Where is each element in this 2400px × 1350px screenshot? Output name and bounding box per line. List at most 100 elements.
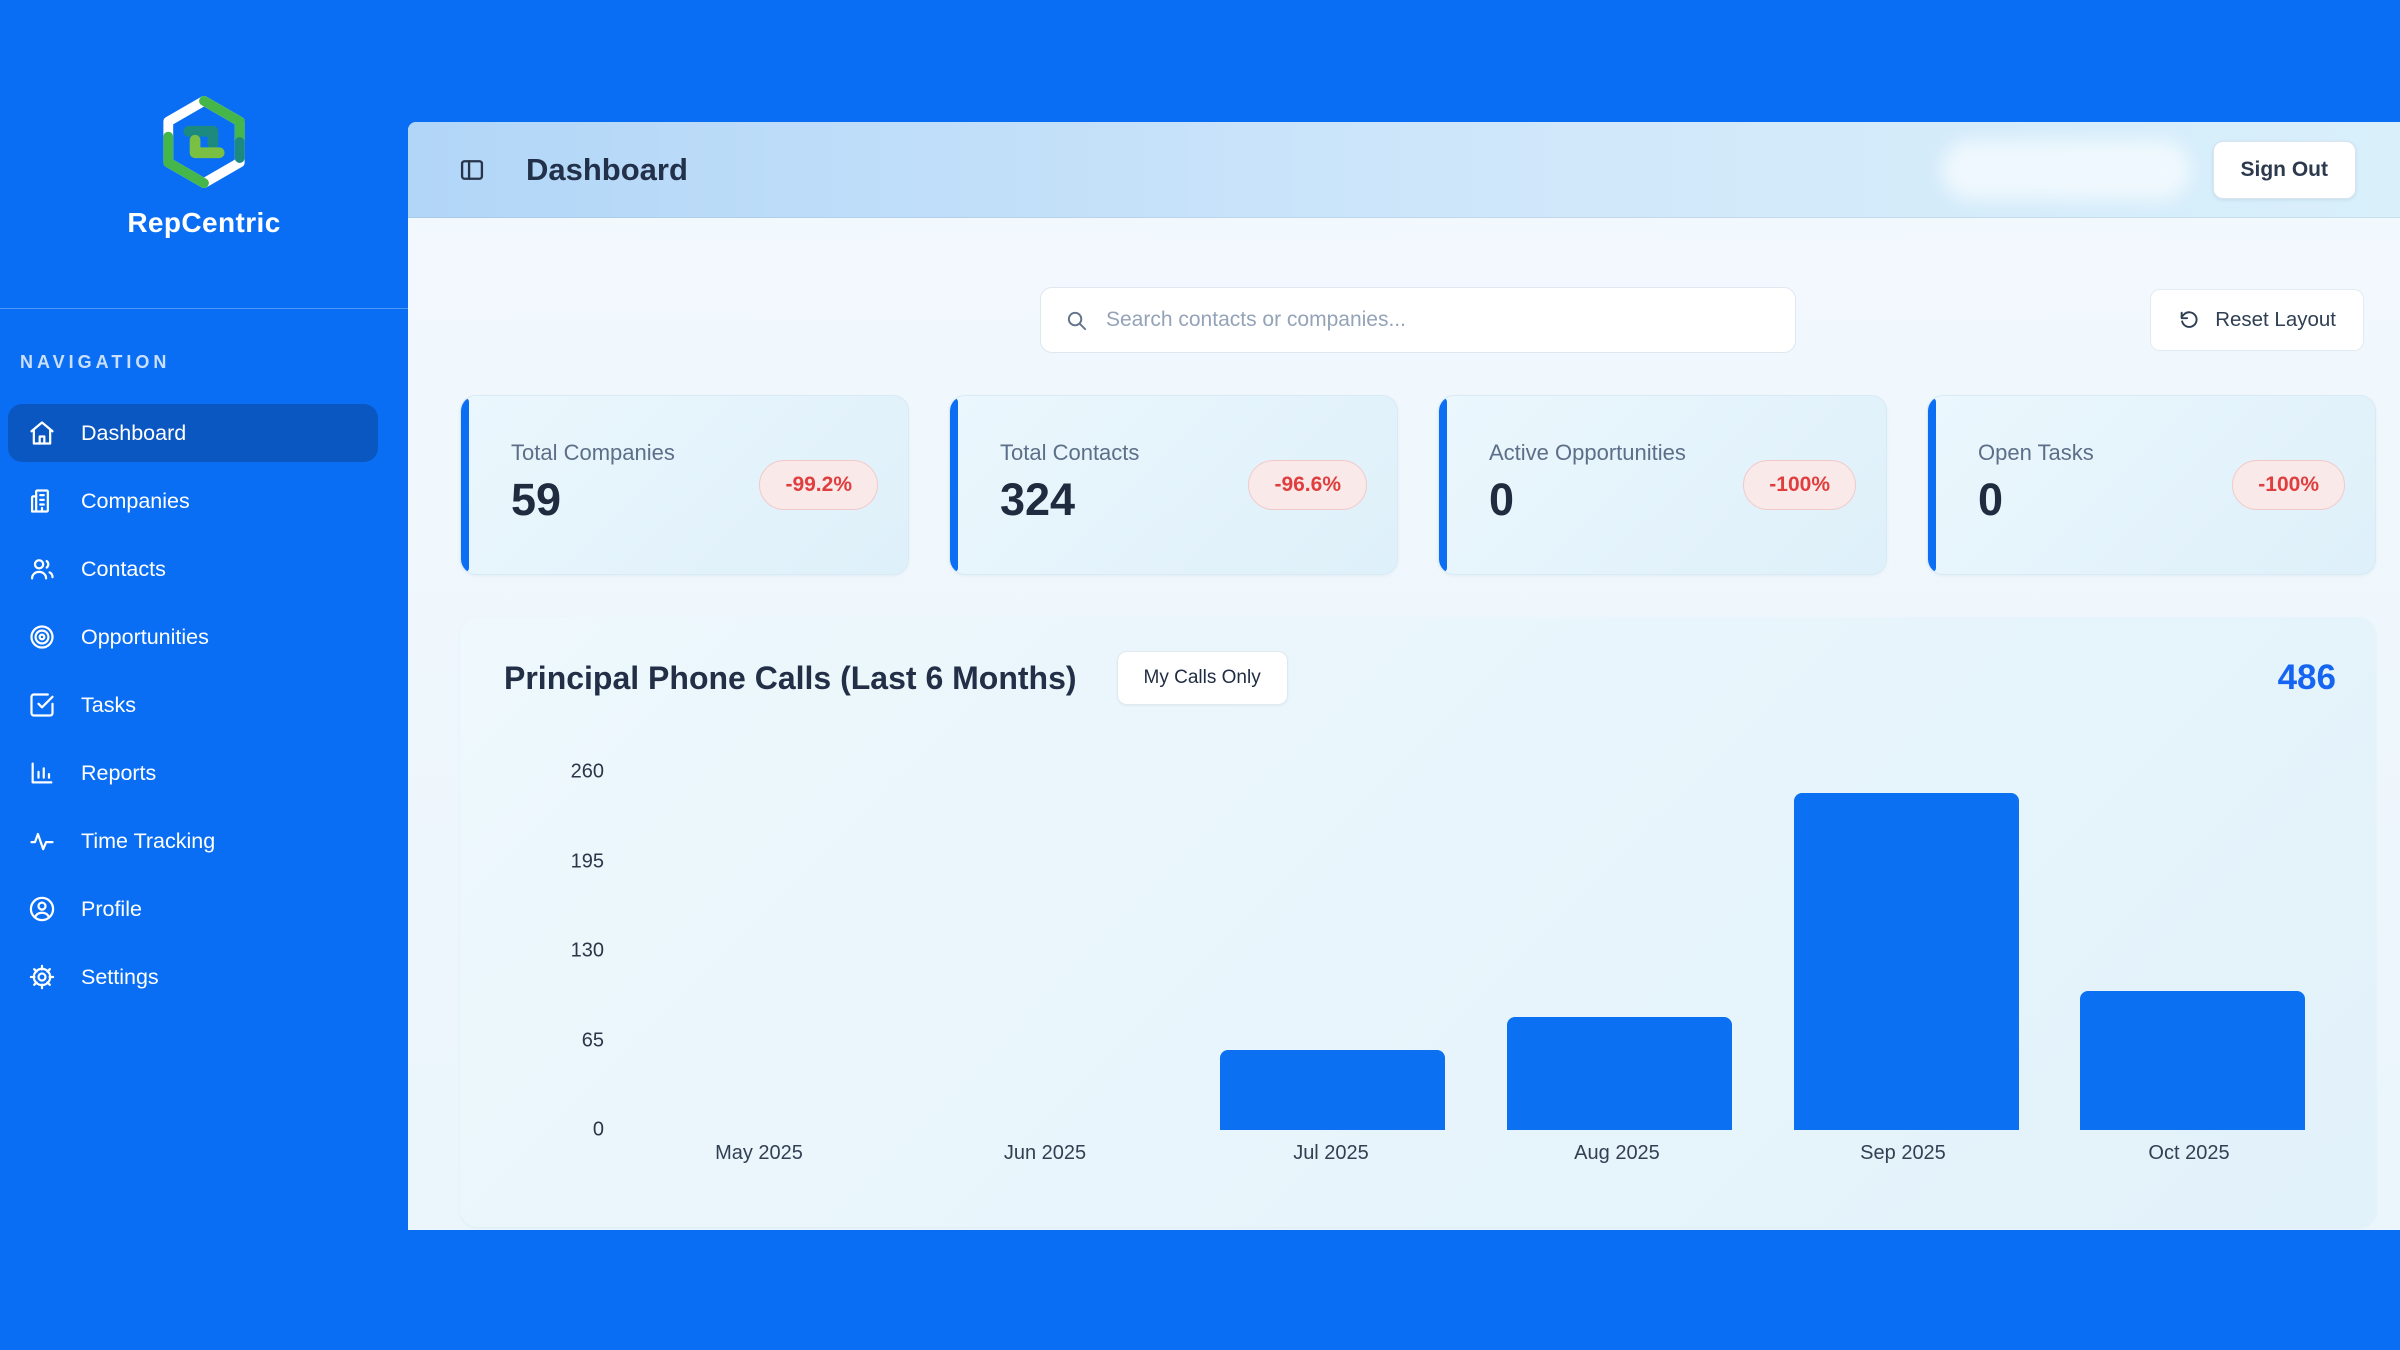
nav-section-label: NAVIGATION (20, 352, 171, 372)
y-tick-label: 260 (570, 760, 604, 783)
panel-body: Reset Layout Total Companies 59 -99.2% T… (408, 218, 2400, 1230)
stat-change-badge: -96.6% (1248, 460, 1367, 510)
sidebar-item-opportunities[interactable]: Opportunities (8, 608, 378, 666)
sidebar-item-label: Companies (81, 488, 190, 513)
stat-card-active-opportunities[interactable]: Active Opportunities 0 -100% (1438, 395, 1887, 575)
my-calls-only-button[interactable]: My Calls Only (1116, 651, 1288, 705)
rotate-ccw-icon (2180, 311, 2198, 328)
sidebar-item-label: Time Tracking (81, 828, 216, 853)
chart-bars (616, 772, 2336, 1130)
home-icon (28, 419, 56, 447)
stat-accent-bar (1439, 398, 1447, 572)
sidebar-divider (0, 308, 408, 309)
chart-header: Principal Phone Calls (Last 6 Months) My… (460, 617, 2376, 705)
stat-card-open-tasks[interactable]: Open Tasks 0 -100% (1927, 395, 2376, 575)
stat-accent-bar (950, 398, 958, 572)
y-tick-label: 0 (592, 1118, 604, 1141)
users-icon (28, 555, 56, 583)
building-icon (28, 487, 56, 515)
sidebar-item-reports[interactable]: Reports (8, 744, 378, 802)
search-input[interactable] (1106, 308, 1771, 332)
bar-chart-icon (28, 759, 56, 787)
sidebar-item-label: Settings (81, 964, 159, 989)
brand-logo: RepCentric (0, 0, 408, 239)
stat-change-badge: -100% (2232, 460, 2345, 510)
chart-title: Principal Phone Calls (Last 6 Months) (504, 659, 1077, 696)
sidebar-item-label: Opportunities (81, 624, 209, 649)
bar-sep-2025[interactable] (1793, 792, 2019, 1130)
sidebar-item-label: Tasks (81, 692, 136, 717)
stat-change-badge: -99.2% (759, 460, 878, 510)
sidebar-item-label: Reports (81, 760, 157, 785)
search-icon (1067, 311, 1087, 330)
bar-slot (2049, 772, 2336, 1130)
reset-layout-button[interactable]: Reset Layout (2150, 289, 2364, 351)
sidebar-item-label: Dashboard (81, 420, 187, 445)
bar-slot (1189, 772, 1476, 1130)
sidebar-item-dashboard[interactable]: Dashboard (8, 404, 378, 462)
chart-plot: 0 65 130 195 260 (504, 761, 2336, 1141)
chart-total-value: 486 (2277, 658, 2336, 697)
gear-icon (28, 963, 56, 991)
bar-jul-2025[interactable] (1220, 1050, 1446, 1130)
x-axis-label: Sep 2025 (1860, 1142, 1946, 1164)
sidebar: RepCentric NAVIGATION Dashboard Companie… (0, 0, 408, 1350)
bar-oct-2025[interactable] (2080, 990, 2306, 1130)
search-box[interactable] (1040, 287, 1796, 353)
sidebar-item-settings[interactable]: Settings (8, 948, 378, 1006)
stat-accent-bar (461, 398, 469, 572)
sidebar-item-companies[interactable]: Companies (8, 472, 378, 530)
bar-slot (903, 772, 1190, 1130)
stat-card-total-contacts[interactable]: Total Contacts 324 -96.6% (949, 395, 1398, 575)
activity-icon (28, 827, 56, 855)
chart-y-axis: 0 65 130 195 260 (504, 761, 604, 1141)
y-tick-label: 65 (581, 1029, 604, 1051)
y-tick-label: 130 (570, 939, 604, 962)
sidebar-item-contacts[interactable]: Contacts (8, 540, 378, 598)
brand-name: RepCentric (127, 207, 281, 238)
sidebar-item-label: Profile (81, 896, 142, 921)
y-tick-label: 195 (570, 850, 604, 872)
x-axis-label: Oct 2025 (2148, 1142, 2230, 1164)
stat-value: 0 (1489, 474, 1515, 525)
x-axis-label: Aug 2025 (1574, 1142, 1660, 1164)
bar-slot (616, 772, 903, 1130)
reset-layout-label: Reset Layout (2215, 308, 2336, 331)
phone-calls-chart-card: Principal Phone Calls (Last 6 Months) My… (460, 617, 2376, 1227)
sidebar-item-tasks[interactable]: Tasks (8, 676, 378, 734)
user-email-redacted (1940, 139, 2191, 200)
stat-value: 0 (1978, 474, 2004, 525)
sidebar-item-time-tracking[interactable]: Time Tracking (8, 812, 378, 870)
target-icon (28, 623, 56, 651)
stat-change-badge: -100% (1743, 460, 1856, 510)
sidebar-toggle-icon[interactable] (458, 155, 488, 185)
sidebar-item-profile[interactable]: Profile (8, 880, 378, 938)
stat-accent-bar (1928, 398, 1936, 572)
bar-slot (1476, 772, 1763, 1130)
chart-x-axis: May 2025 Jun 2025 Jul 2025 Aug 2025 Sep 2025… (616, 1142, 2332, 1165)
toolbar: Reset Layout (460, 287, 2376, 353)
stat-label: Open Tasks (1978, 440, 2094, 465)
x-axis-label: May 2025 (715, 1142, 803, 1164)
stats-row: Total Companies 59 -99.2% Total Contacts… (460, 395, 2376, 575)
reset-layout-wrap: Reset Layout (1796, 289, 2376, 351)
x-axis-label: Jun 2025 (1003, 1142, 1087, 1164)
stat-value: 59 (511, 474, 562, 525)
bar-slot (1763, 772, 2050, 1130)
page-title: Dashboard (526, 151, 688, 187)
x-axis-label: Jul 2025 (1293, 1142, 1369, 1164)
stat-value: 324 (1000, 474, 1076, 525)
bar-aug-2025[interactable] (1506, 1017, 1732, 1130)
check-square-icon (28, 691, 56, 719)
stat-label: Active Opportunities (1489, 440, 1686, 465)
sidebar-nav: Dashboard Companies Contacts Opportuniti… (8, 404, 378, 1016)
page-header: Dashboard Sign Out (408, 122, 2400, 218)
sidebar-item-label: Contacts (81, 556, 166, 581)
main-panel: Dashboard Sign Out Reset Layout Total Co… (408, 122, 2400, 1230)
stat-label: Total Companies (511, 440, 675, 465)
stat-label: Total Contacts (1000, 440, 1140, 465)
repcentric-hexagon-logo-icon (163, 96, 245, 188)
sign-out-button[interactable]: Sign Out (2212, 140, 2356, 199)
stat-card-total-companies[interactable]: Total Companies 59 -99.2% (460, 395, 909, 575)
user-circle-icon (28, 895, 56, 923)
